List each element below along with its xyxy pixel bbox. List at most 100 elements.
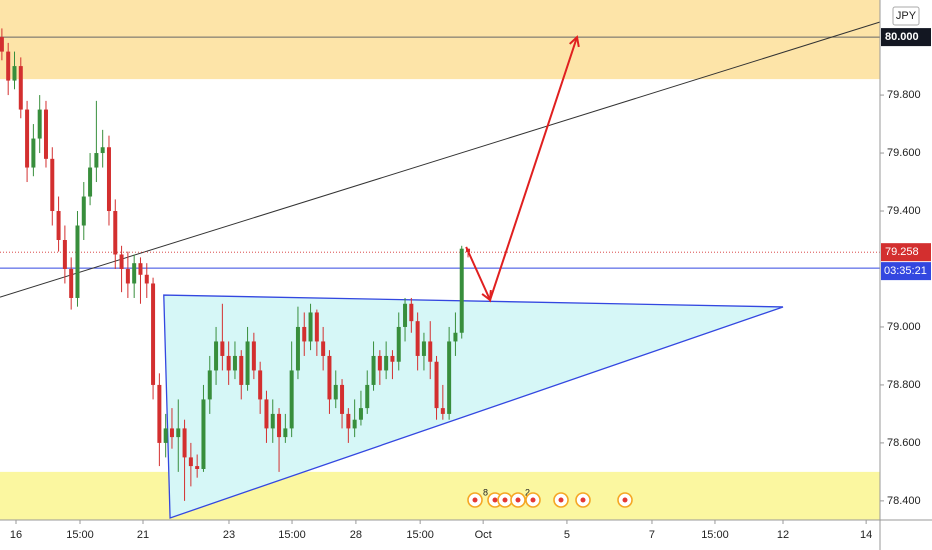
triangle-pattern — [163, 294, 784, 519]
candle-body — [428, 341, 433, 362]
candle-body — [201, 399, 206, 469]
candle-body — [264, 399, 269, 429]
event-dot — [492, 497, 498, 503]
candle-body — [421, 341, 426, 356]
countdown-box — [881, 262, 931, 281]
candle-body — [62, 240, 67, 269]
candle-body — [295, 326, 300, 371]
candle-body — [283, 428, 288, 438]
y-tick-label: 79.400 — [887, 205, 921, 217]
currency-box — [892, 6, 920, 26]
candle-body — [31, 138, 36, 168]
y-tick-label: 78.400 — [887, 495, 921, 507]
candle-body — [119, 254, 124, 269]
candle-body — [132, 263, 137, 284]
y-tick-label: 78.800 — [887, 379, 921, 391]
event-dot — [515, 497, 521, 503]
candle-body — [69, 268, 74, 298]
price-label: 80.000 — [885, 31, 919, 43]
candle-body — [0, 37, 4, 52]
candle-body — [125, 268, 130, 284]
event-dot — [558, 497, 564, 503]
x-tick-label: 7 — [649, 529, 655, 541]
candle-body — [340, 384, 345, 414]
trendline — [0, 21, 881, 298]
price-label-box — [881, 28, 931, 47]
candle-body — [182, 428, 187, 458]
currency-label: JPY — [896, 10, 917, 22]
candle-body — [100, 147, 105, 154]
candle-body — [384, 355, 389, 371]
candle-body — [390, 355, 395, 362]
candle-body — [321, 341, 326, 356]
candle-body — [88, 167, 93, 197]
x-tick-label: 23 — [223, 529, 235, 541]
candle-body — [176, 428, 181, 438]
candle-body — [277, 413, 282, 438]
candle-body — [314, 312, 319, 342]
candle-body — [239, 355, 244, 385]
candle-body — [220, 341, 225, 356]
y-tick-label: 78.600 — [887, 437, 921, 449]
event-dot — [530, 497, 536, 503]
candle-body — [25, 109, 30, 168]
candle-body — [226, 355, 231, 371]
candle-body — [308, 312, 313, 342]
candle-body — [333, 384, 338, 400]
candle-body — [169, 428, 174, 438]
candle-body — [151, 283, 156, 385]
candle-body — [144, 274, 149, 284]
y-tick-label: 79.000 — [887, 321, 921, 333]
candle-body — [195, 466, 200, 469]
x-tick-label: 14 — [860, 529, 872, 541]
candle-body — [56, 211, 61, 240]
events: 8 2 — [467, 487, 633, 508]
candle-body — [371, 355, 376, 385]
arrow-head — [569, 35, 580, 48]
y-tick-label: 79.600 — [887, 147, 921, 159]
candle-body — [346, 413, 351, 429]
zone — [0, 471, 880, 520]
candle-body — [258, 370, 263, 400]
candle-body — [289, 370, 294, 429]
candle-body — [75, 225, 80, 298]
candle-body — [214, 341, 219, 371]
candle-body — [18, 66, 23, 110]
candle-body — [113, 211, 118, 255]
candle-body — [245, 341, 250, 385]
candle-body — [352, 419, 357, 429]
candle-body — [12, 66, 17, 81]
candle-body — [232, 355, 237, 371]
candle-body — [396, 326, 401, 362]
candle-body — [163, 428, 168, 443]
countdown-label: 03:35:21 — [884, 265, 927, 277]
candle-body — [358, 408, 363, 420]
candle-body — [434, 361, 439, 409]
candle-body — [6, 51, 11, 81]
candle-body — [440, 408, 445, 414]
candle-body — [157, 384, 162, 443]
x-tick-label: 15:00 — [66, 529, 94, 541]
candle-body — [459, 248, 464, 333]
event-dot — [580, 497, 586, 503]
event-count: 8 — [483, 487, 488, 497]
candle-body — [94, 153, 99, 168]
x-tick-label: 21 — [137, 529, 149, 541]
event-dot — [502, 497, 508, 503]
event-dot — [622, 497, 628, 503]
x-tick-label: 12 — [777, 529, 789, 541]
candle-body — [207, 370, 212, 400]
last-price-box — [881, 243, 931, 262]
x-tick-label: Oct — [475, 529, 492, 541]
candle-body — [50, 158, 55, 212]
y-tick-label: 79.800 — [887, 89, 921, 101]
x-tick-label: 28 — [350, 529, 362, 541]
x-tick-label: 15:00 — [701, 529, 729, 541]
candle-body — [453, 332, 458, 342]
candle-body — [251, 341, 256, 371]
candle-body — [37, 109, 42, 139]
arrow-head — [481, 289, 492, 302]
candle-body — [81, 196, 86, 226]
